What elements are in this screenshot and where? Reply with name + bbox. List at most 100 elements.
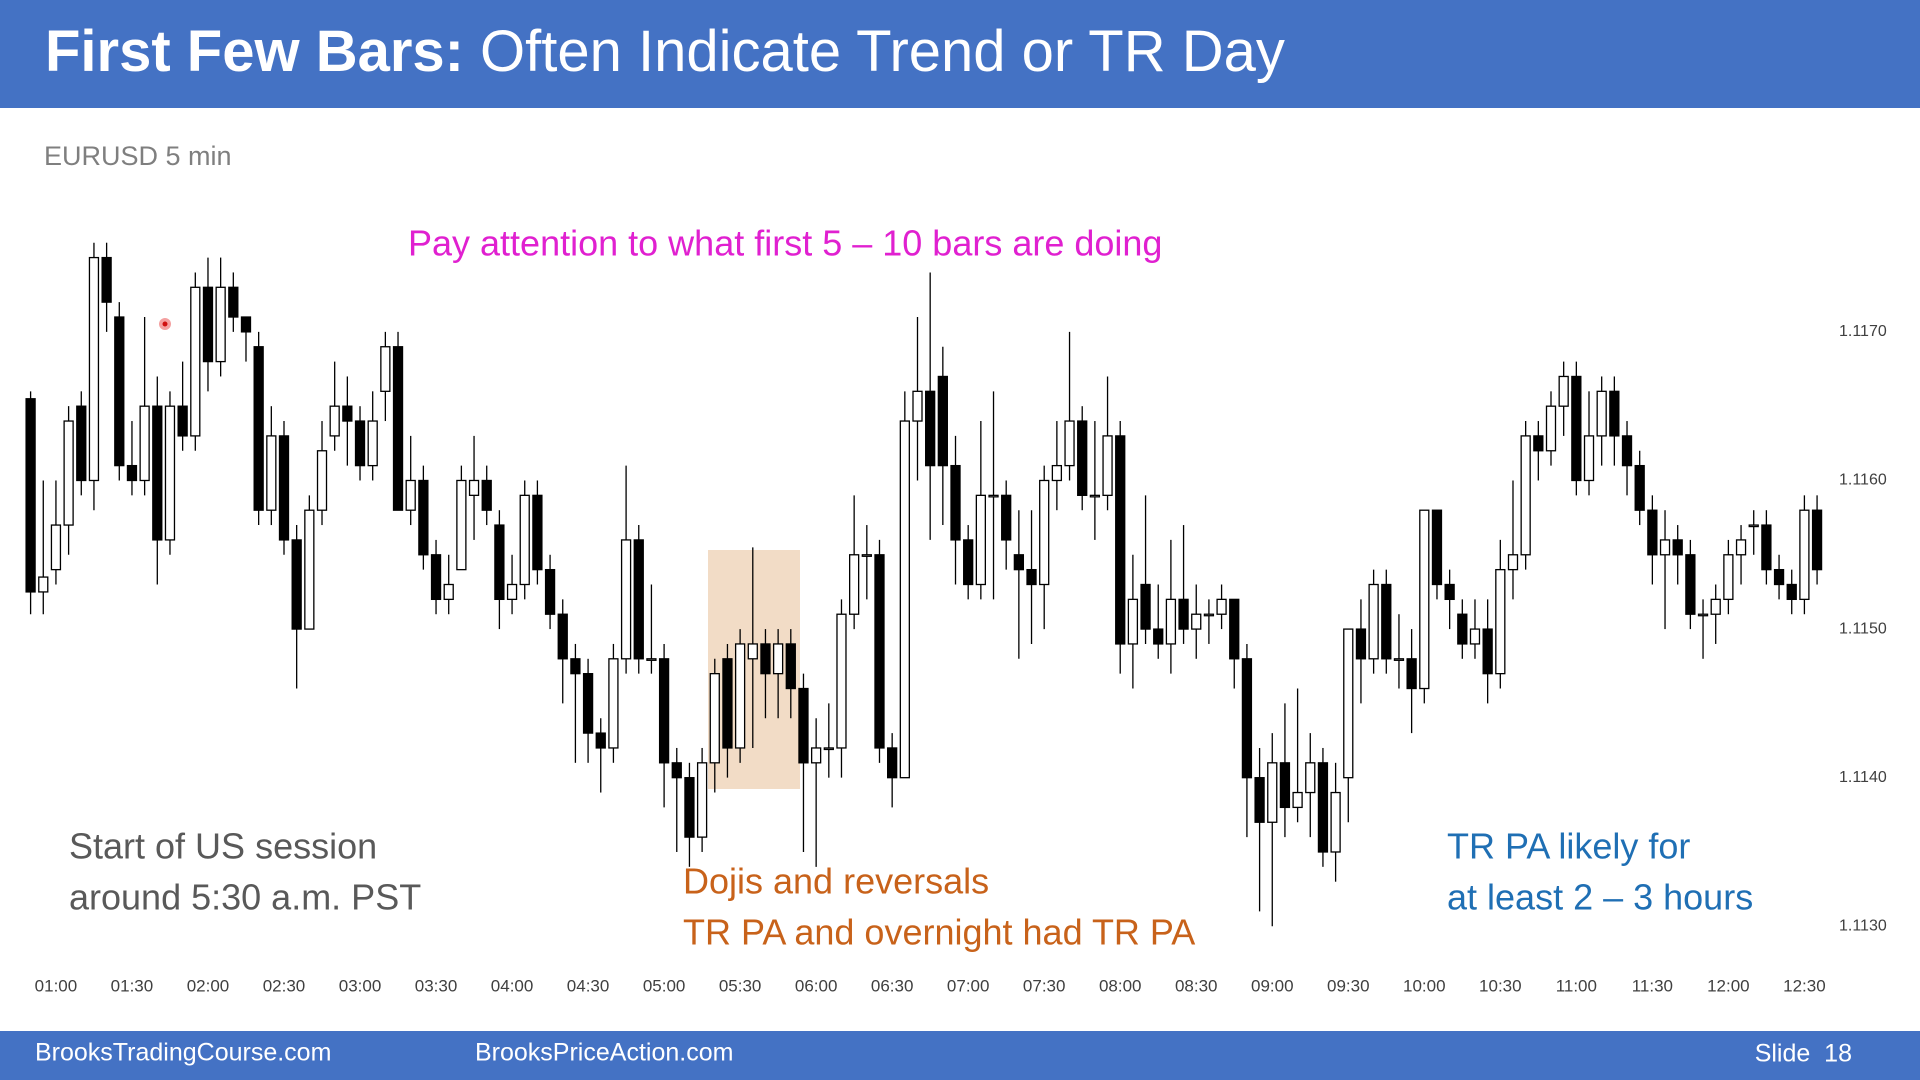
- candle-body: [101, 256, 112, 303]
- title-bold: First Few Bars:: [45, 19, 464, 84]
- candle-body: [240, 316, 252, 333]
- candle-body: [1773, 568, 1785, 586]
- candle-body: [304, 509, 315, 630]
- candle-body: [823, 747, 834, 751]
- candle-body: [114, 316, 125, 467]
- candle-body: [1647, 509, 1658, 556]
- candle-body: [494, 524, 505, 601]
- candle-body: [456, 479, 467, 571]
- x-tick-label: 12:30: [1783, 976, 1826, 995]
- candle-body: [1292, 791, 1303, 809]
- candle-body: [1634, 464, 1645, 511]
- footer-left: BrooksTradingCourse.com: [35, 1039, 331, 1067]
- candle-body: [1495, 568, 1506, 675]
- candle-body: [1406, 658, 1417, 690]
- candle-body: [1267, 762, 1278, 823]
- candle-body: [202, 286, 214, 363]
- candle-body: [506, 583, 518, 601]
- candle-body: [1545, 405, 1557, 452]
- candle-body: [570, 658, 581, 675]
- candle-body: [849, 554, 860, 615]
- candle-body: [405, 479, 416, 511]
- candle-body: [1735, 539, 1747, 556]
- candle-body: [899, 420, 910, 779]
- candle-body: [709, 673, 720, 764]
- candle-body: [342, 405, 353, 422]
- chart-subtitle: EURUSD 5 min: [44, 141, 232, 171]
- candle-body: [1533, 435, 1544, 452]
- candle-body: [1419, 509, 1430, 690]
- candle-body: [392, 346, 404, 511]
- annotation: at least 2 – 3 hours: [1447, 877, 1753, 918]
- candle-body: [1811, 509, 1823, 571]
- candle-body: [1279, 762, 1291, 809]
- candle-body: [316, 450, 328, 511]
- x-tick-label: 03:30: [415, 976, 458, 995]
- candle-body: [963, 539, 974, 586]
- candle-body: [139, 405, 150, 482]
- x-tick-label: 06:00: [795, 976, 838, 995]
- candle-body: [1077, 420, 1088, 496]
- candle-body: [582, 673, 594, 734]
- annotation: Dojis and reversals: [683, 861, 989, 902]
- candle-body: [380, 346, 391, 392]
- candle-body: [1026, 568, 1037, 586]
- candle-body: [988, 494, 999, 498]
- y-tick-label: 1.1140: [1839, 769, 1887, 786]
- candle-body: [1723, 554, 1734, 601]
- y-tick-label: 1.1130: [1839, 917, 1887, 934]
- x-tick-label: 05:30: [719, 976, 762, 995]
- candle-body: [1393, 658, 1405, 661]
- candle-body: [1165, 598, 1177, 645]
- candle-body: [557, 613, 568, 660]
- candle-body: [1229, 598, 1240, 660]
- candle-body: [1254, 777, 1265, 823]
- candle-body: [1203, 613, 1215, 617]
- candle-body: [1482, 628, 1493, 675]
- candle-body: [950, 464, 961, 541]
- x-tick-label: 11:00: [1556, 976, 1597, 995]
- candle-body: [1786, 583, 1797, 601]
- candle-body: [1748, 524, 1759, 528]
- candle-body: [266, 435, 277, 511]
- footer-right: Slide 18: [1755, 1040, 1852, 1068]
- candle-body: [696, 762, 708, 838]
- candle-body: [671, 762, 682, 779]
- candle-body: [1558, 375, 1569, 407]
- x-tick-label: 02:00: [187, 976, 230, 995]
- candle-body: [1191, 613, 1202, 630]
- candle-body: [253, 346, 264, 511]
- candle-body: [1799, 509, 1810, 601]
- candle-body: [215, 286, 226, 363]
- x-tick-label: 09:30: [1327, 976, 1370, 995]
- x-tick-label: 06:30: [871, 976, 914, 995]
- candle-body: [430, 554, 442, 601]
- footer-bar: [0, 1031, 1920, 1080]
- slide-title: First Few Bars: Often Indicate Trend or T…: [45, 19, 1285, 84]
- candle-body: [1571, 375, 1582, 482]
- annotation: Pay attention to what first 5 – 10 bars …: [408, 223, 1162, 264]
- candle-body: [1001, 494, 1012, 541]
- candle-body: [291, 539, 302, 630]
- candle-body: [1064, 420, 1075, 467]
- candle-body: [1153, 628, 1164, 645]
- candle-body: [1685, 554, 1696, 615]
- y-tick-label: 1.1150: [1839, 620, 1887, 637]
- candle-body: [1520, 435, 1531, 556]
- candle-body: [937, 375, 948, 467]
- title-rest: Often Indicate Trend or TR Day: [480, 19, 1285, 84]
- candle-body: [1444, 583, 1455, 601]
- x-tick-label: 07:30: [1023, 976, 1066, 995]
- candle-body: [1672, 539, 1683, 556]
- x-tick-label: 07:00: [947, 976, 990, 995]
- candle-body: [836, 613, 847, 749]
- x-tick-label: 08:00: [1099, 976, 1142, 995]
- candle-body: [532, 494, 543, 571]
- candle-body: [1140, 583, 1151, 630]
- candle-body: [1621, 435, 1633, 467]
- candle-body: [481, 479, 492, 511]
- candle-body: [1761, 524, 1772, 571]
- candle-body: [126, 464, 138, 482]
